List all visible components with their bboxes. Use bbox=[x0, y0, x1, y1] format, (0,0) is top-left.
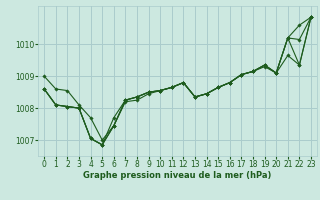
X-axis label: Graphe pression niveau de la mer (hPa): Graphe pression niveau de la mer (hPa) bbox=[84, 171, 272, 180]
